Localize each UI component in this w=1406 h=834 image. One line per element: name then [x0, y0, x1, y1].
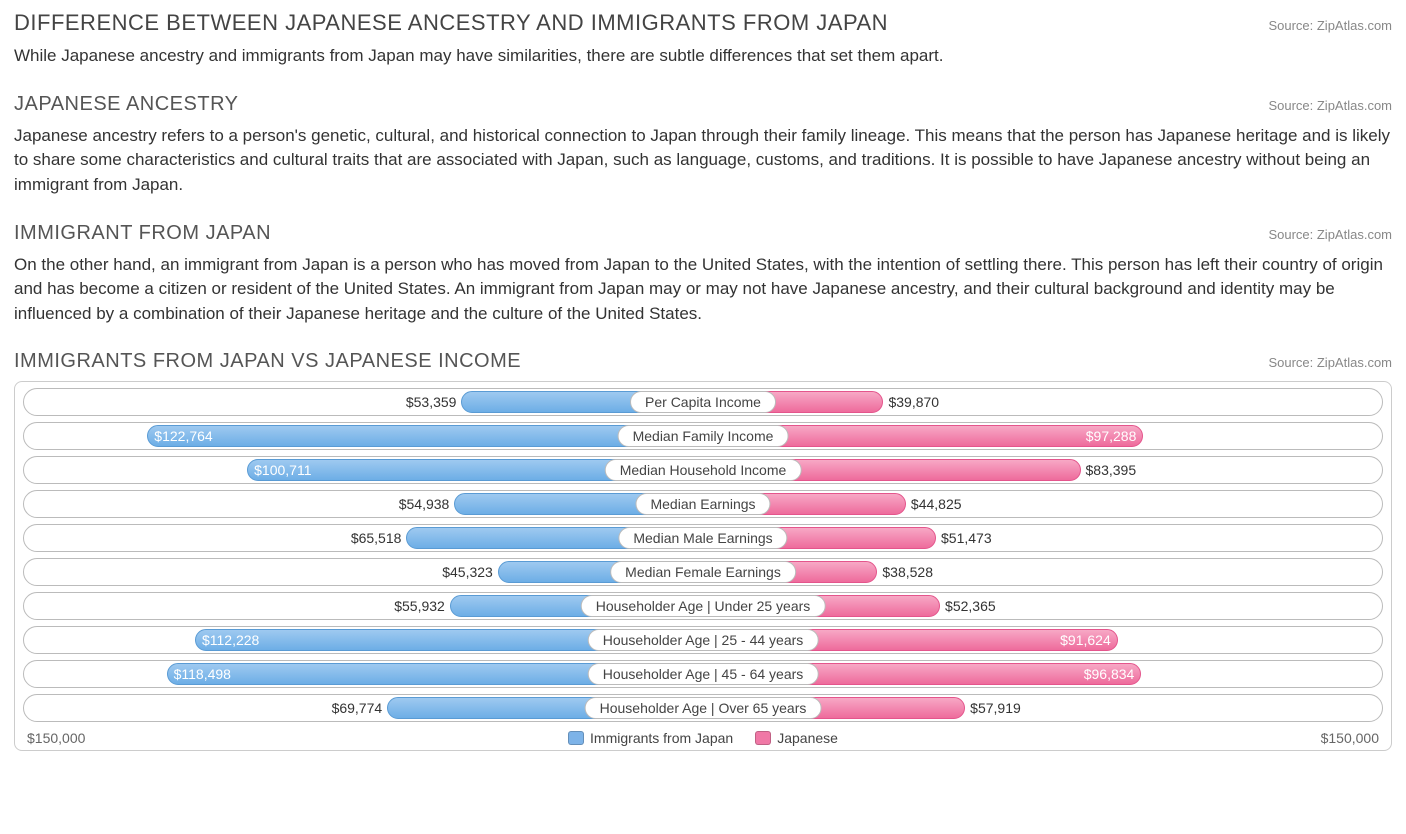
left-value: $100,711 — [254, 460, 311, 480]
legend-right-label: Japanese — [777, 730, 838, 746]
source-label: Source: ZipAtlas.com — [1268, 355, 1392, 370]
chart-row: $65,518 $51,473 Median Male Earnings — [23, 524, 1383, 552]
chart-footer: $150,000 Immigrants from Japan Japanese … — [23, 728, 1383, 746]
category-label: Median Male Earnings — [618, 527, 787, 549]
chart-row: $100,711 $83,395 Median Household Income — [23, 456, 1383, 484]
ancestry-header: JAPANESE ANCESTRY Source: ZipAtlas.com — [14, 93, 1392, 116]
category-label: Householder Age | Over 65 years — [585, 697, 822, 719]
left-value: $118,498 — [174, 664, 231, 684]
right-value: $38,528 — [876, 562, 933, 582]
right-value: $44,825 — [905, 494, 962, 514]
category-label: Householder Age | Under 25 years — [581, 595, 826, 617]
main-header: DIFFERENCE BETWEEN JAPANESE ANCESTRY AND… — [14, 10, 1392, 36]
category-label: Median Female Earnings — [610, 561, 796, 583]
source-label: Source: ZipAtlas.com — [1268, 227, 1392, 242]
right-value: $96,834 — [1084, 664, 1135, 684]
left-value: $122,764 — [154, 426, 212, 446]
right-value: $57,919 — [964, 698, 1021, 718]
ancestry-text: Japanese ancestry refers to a person's g… — [14, 124, 1392, 198]
left-value: $53,359 — [406, 392, 463, 412]
left-value: $69,774 — [332, 698, 389, 718]
legend-right-swatch — [755, 731, 771, 745]
right-value: $91,624 — [1060, 630, 1111, 650]
right-max-label: $150,000 — [1321, 730, 1379, 746]
left-value: $45,323 — [442, 562, 499, 582]
category-label: Householder Age | 25 - 44 years — [588, 629, 819, 651]
chart-row: $54,938 $44,825 Median Earnings — [23, 490, 1383, 518]
source-label: Source: ZipAtlas.com — [1268, 98, 1392, 113]
chart-row: $45,323 $38,528 Median Female Earnings — [23, 558, 1383, 586]
legend-left: Immigrants from Japan — [568, 730, 733, 746]
left-value: $55,932 — [394, 596, 451, 616]
ancestry-title: JAPANESE ANCESTRY — [14, 93, 239, 116]
right-value: $52,365 — [939, 596, 996, 616]
category-label: Householder Age | 45 - 64 years — [588, 663, 819, 685]
category-label: Per Capita Income — [630, 391, 776, 413]
chart-row: $122,764 $97,288 Median Family Income — [23, 422, 1383, 450]
category-label: Median Family Income — [618, 425, 789, 447]
immigrant-section: IMMIGRANT FROM JAPAN Source: ZipAtlas.co… — [14, 222, 1392, 327]
immigrant-title: IMMIGRANT FROM JAPAN — [14, 222, 271, 245]
left-value: $65,518 — [351, 528, 408, 548]
left-value: $54,938 — [399, 494, 456, 514]
right-value: $83,395 — [1080, 460, 1137, 480]
main-section: DIFFERENCE BETWEEN JAPANESE ANCESTRY AND… — [14, 10, 1392, 69]
page-title: DIFFERENCE BETWEEN JAPANESE ANCESTRY AND… — [14, 10, 888, 36]
chart-title: IMMIGRANTS FROM JAPAN VS JAPANESE INCOME — [14, 350, 521, 373]
chart-legend: Immigrants from Japan Japanese — [85, 730, 1320, 746]
right-value: $51,473 — [935, 528, 992, 548]
chart-row: $55,932 $52,365 Householder Age | Under 25… — [23, 592, 1383, 620]
chart-row: $69,774 $57,919 Householder Age | Over 65 … — [23, 694, 1383, 722]
right-value: $39,870 — [882, 392, 939, 412]
chart-row: $53,359 $39,870 Per Capita Income — [23, 388, 1383, 416]
ancestry-section: JAPANESE ANCESTRY Source: ZipAtlas.com J… — [14, 93, 1392, 198]
immigrant-text: On the other hand, an immigrant from Jap… — [14, 253, 1392, 327]
immigrant-header: IMMIGRANT FROM JAPAN Source: ZipAtlas.co… — [14, 222, 1392, 245]
chart-section: IMMIGRANTS FROM JAPAN VS JAPANESE INCOME… — [14, 350, 1392, 751]
legend-right: Japanese — [755, 730, 838, 746]
legend-left-label: Immigrants from Japan — [590, 730, 733, 746]
main-text: While Japanese ancestry and immigrants f… — [14, 44, 1392, 69]
category-label: Median Earnings — [635, 493, 770, 515]
chart-header: IMMIGRANTS FROM JAPAN VS JAPANESE INCOME… — [14, 350, 1392, 373]
right-value: $97,288 — [1086, 426, 1137, 446]
source-label: Source: ZipAtlas.com — [1268, 18, 1392, 33]
left-value: $112,228 — [202, 630, 259, 650]
chart-row: $118,498 $96,834 Householder Age | 45 - 64… — [23, 660, 1383, 688]
category-label: Median Household Income — [605, 459, 802, 481]
left-max-label: $150,000 — [27, 730, 85, 746]
legend-left-swatch — [568, 731, 584, 745]
butterfly-chart: $53,359$39,870Per Capita Income$122,764$… — [14, 381, 1392, 751]
chart-row: $112,228 $91,624 Householder Age | 25 - 44… — [23, 626, 1383, 654]
